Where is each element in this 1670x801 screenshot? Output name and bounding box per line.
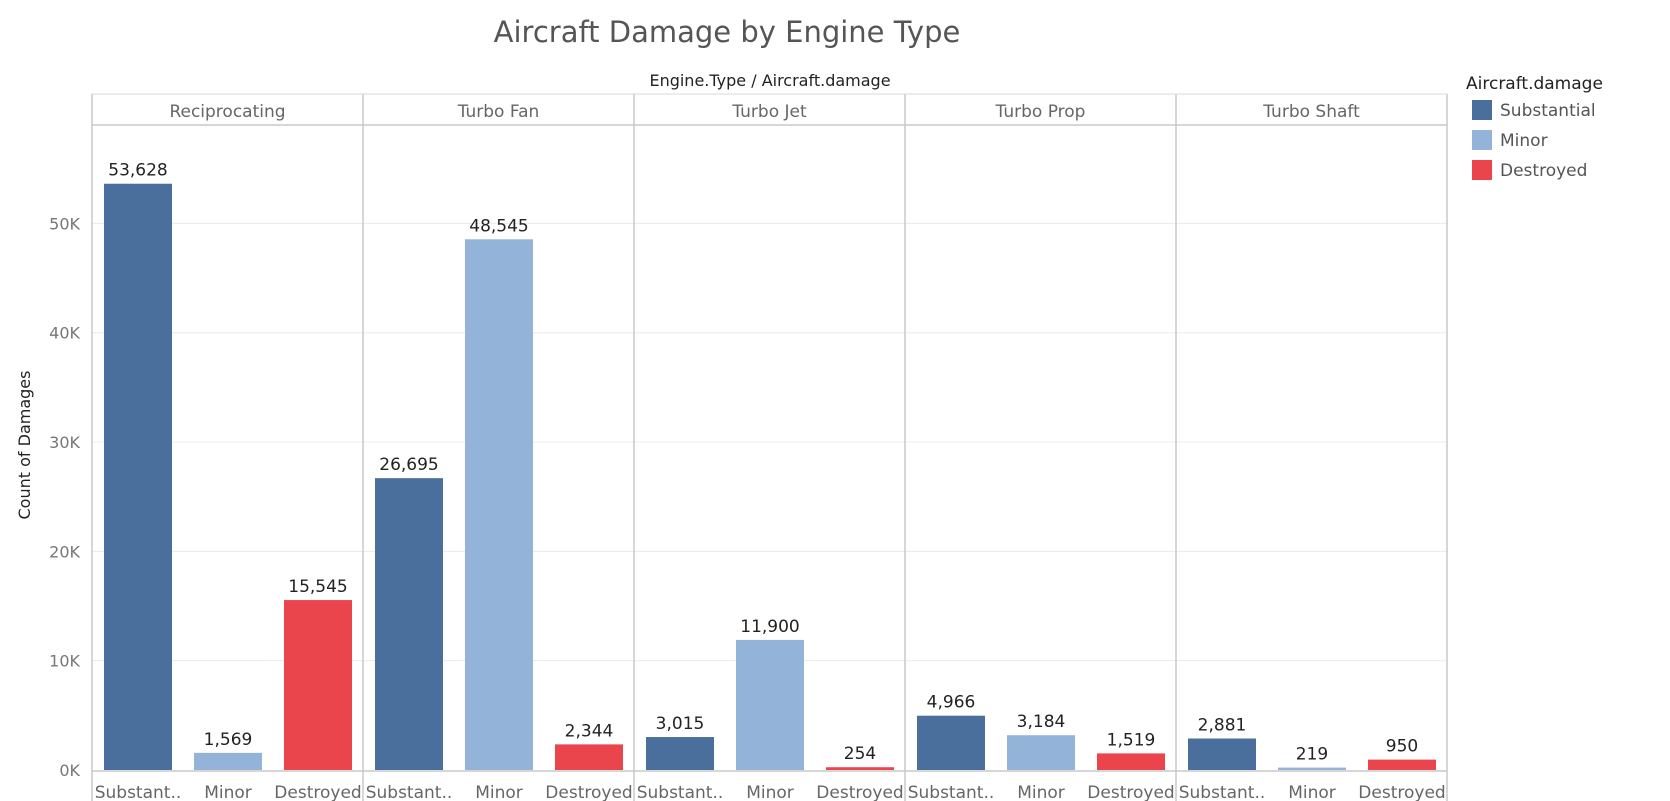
bar-substantial	[375, 478, 443, 770]
y-tick-label: 20K	[49, 542, 80, 561]
chart-title: Aircraft Damage by Engine Type	[494, 15, 961, 49]
y-tick-label: 0K	[59, 761, 80, 780]
data-label: 4,966	[927, 693, 976, 713]
y-tick-label: 30K	[49, 433, 80, 452]
legend-label-minor: Minor	[1500, 131, 1548, 151]
x-category-label: Minor	[204, 783, 252, 801]
panel-header-turbo-jet: Turbo Jet	[731, 102, 807, 122]
bar-minor	[736, 639, 804, 770]
panel-header-turbo-prop: Turbo Prop	[995, 102, 1086, 122]
bar-minor	[194, 752, 262, 770]
bar-substantial	[917, 715, 985, 770]
x-category-label: Substant..	[1179, 783, 1266, 801]
data-label: 3,184	[1017, 712, 1066, 732]
y-tick-label: 10K	[49, 652, 80, 671]
data-label: 1,569	[204, 730, 253, 750]
bar-destroyed	[1368, 759, 1436, 770]
data-label: 3,015	[656, 714, 705, 734]
x-category-label: Destroyed	[545, 783, 632, 801]
data-label: 15,545	[288, 577, 347, 597]
data-label: 48,545	[469, 216, 528, 236]
data-label: 254	[844, 744, 876, 764]
bar-substantial	[646, 737, 714, 770]
x-category-label: Substant..	[366, 783, 453, 801]
x-category-label: Minor	[746, 783, 794, 801]
data-label: 2,881	[1198, 716, 1247, 736]
x-category-label: Minor	[1017, 783, 1065, 801]
data-label: 2,344	[565, 721, 614, 741]
column-header-title: Engine.Type / Aircraft.damage	[649, 71, 890, 90]
bar-minor	[1007, 735, 1075, 770]
data-label: 1,519	[1107, 730, 1156, 750]
x-category-label: Minor	[1288, 783, 1336, 801]
x-category-label: Minor	[475, 783, 523, 801]
panel-header-reciprocating: Reciprocating	[169, 102, 285, 122]
x-category-label: Destroyed	[1087, 783, 1174, 801]
bar-substantial	[104, 183, 172, 771]
legend: Aircraft.damage Substantial Minor Destroye…	[1466, 74, 1603, 181]
bar-substantial	[1188, 738, 1256, 770]
bar-destroyed	[284, 600, 352, 770]
bar-destroyed	[1097, 753, 1165, 770]
legend-swatch-minor	[1472, 130, 1492, 150]
legend-swatch-substantial	[1472, 100, 1492, 120]
bar-minor	[465, 239, 533, 770]
x-category-label: Substant..	[95, 783, 182, 801]
data-label: 53,628	[108, 161, 167, 181]
y-axis-label: Count of Damages	[15, 371, 34, 520]
data-label: 219	[1296, 745, 1328, 765]
y-tick-label: 40K	[49, 324, 80, 343]
legend-label-destroyed: Destroyed	[1500, 161, 1587, 181]
legend-swatch-destroyed	[1472, 160, 1492, 180]
data-label: 950	[1386, 737, 1418, 757]
bar-destroyed	[555, 744, 623, 770]
legend-label-substantial: Substantial	[1500, 101, 1596, 121]
x-category-label: Substant..	[908, 783, 995, 801]
panel-header-turbo-fan: Turbo Fan	[457, 102, 540, 122]
x-category-label: Destroyed	[1358, 783, 1445, 801]
bar-destroyed	[826, 767, 894, 770]
plot-area: Reciprocating Turbo Fan Turbo Jet Turbo Pro…	[49, 93, 1448, 801]
legend-title: Aircraft.damage	[1466, 74, 1603, 94]
data-label: 26,695	[379, 455, 438, 475]
data-label: 11,900	[740, 617, 799, 637]
x-category-label: Destroyed	[816, 783, 903, 801]
x-category-label: Destroyed	[274, 783, 361, 801]
x-category-label: Substant..	[637, 783, 724, 801]
panel-header-turbo-shaft: Turbo Shaft	[1262, 102, 1360, 122]
bar-minor	[1278, 767, 1346, 770]
y-tick-label: 50K	[49, 214, 80, 233]
